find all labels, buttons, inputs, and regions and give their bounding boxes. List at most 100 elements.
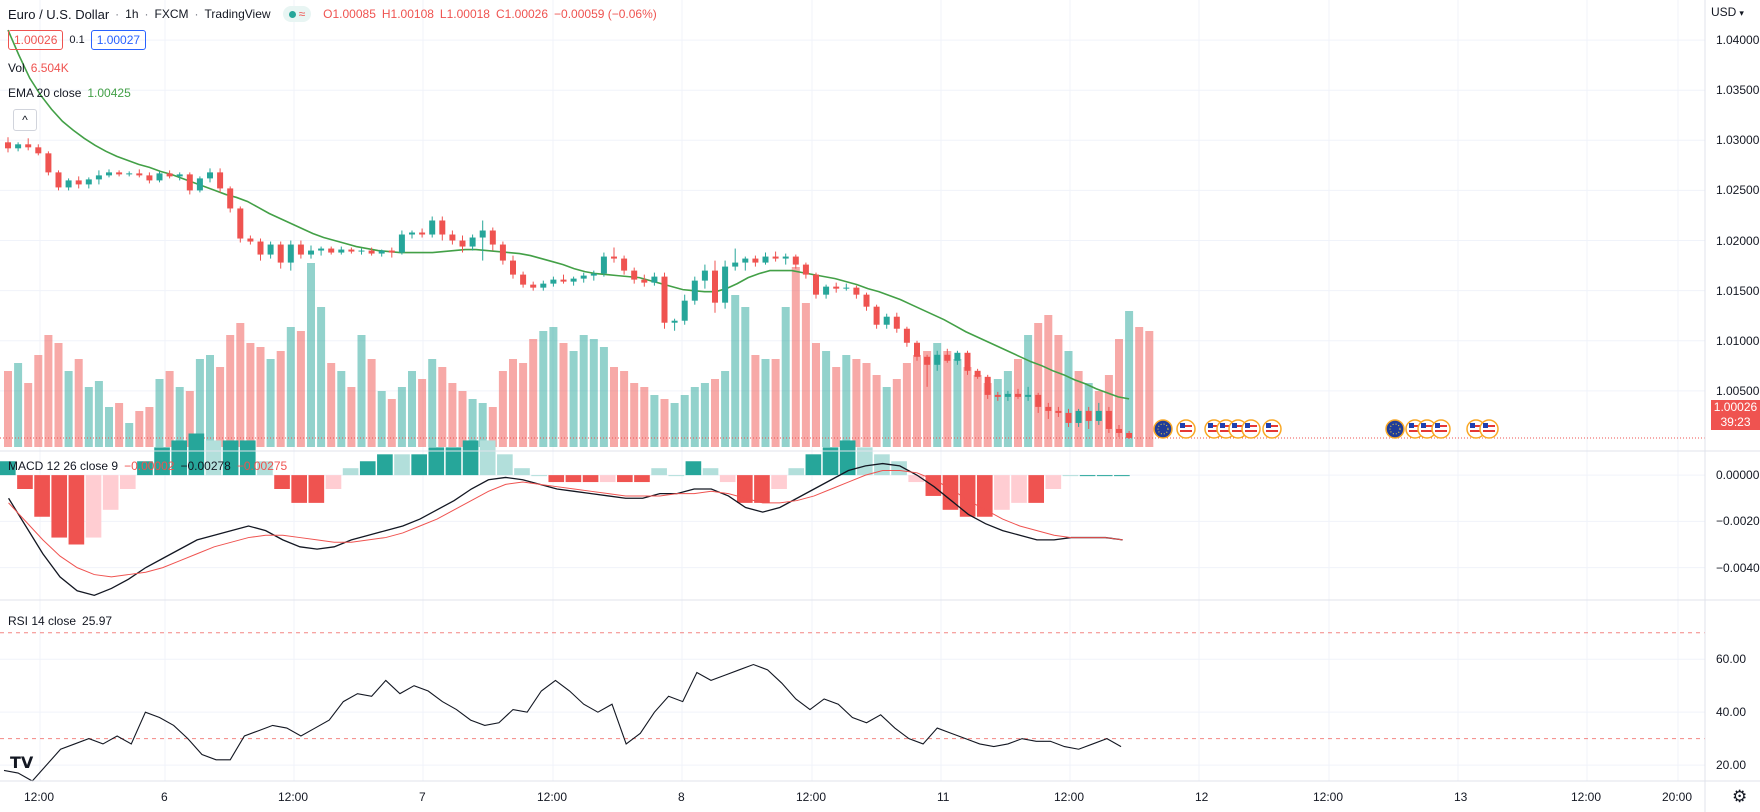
volume-bar xyxy=(660,399,669,447)
volume-bar xyxy=(236,323,245,447)
volume-bar xyxy=(832,367,841,447)
ema-legend[interactable]: EMA 20 close 1.00425 xyxy=(8,86,131,100)
volume-bar xyxy=(973,375,982,447)
volume-bar xyxy=(509,359,517,447)
price-tick-label: 1.04000 xyxy=(1716,33,1760,48)
volume-bar xyxy=(428,359,437,447)
volume-bar xyxy=(1054,335,1063,447)
currency-selector[interactable]: USD ▾ xyxy=(1711,5,1744,19)
grid xyxy=(0,0,1705,781)
macd-legend[interactable]: MACD 12 26 close 9 −0.00002 −0.00278 −0.… xyxy=(8,459,288,473)
time-tick-label: 13 xyxy=(1454,790,1468,804)
candle-body xyxy=(833,286,840,289)
macd-histogram-bar xyxy=(462,440,479,476)
candle-body xyxy=(782,256,789,259)
volume-bar xyxy=(700,383,709,447)
price-tick-label: 1.00500 xyxy=(1716,383,1760,398)
price-tick-label: 1.03000 xyxy=(1716,133,1760,148)
tradingview-logo[interactable]: TV xyxy=(10,753,34,772)
symbol-name[interactable]: Euro / U.S. Dollar xyxy=(8,6,110,22)
volume-bar xyxy=(397,387,406,447)
buy-button[interactable]: 1.00027 xyxy=(90,30,147,50)
candle-body xyxy=(116,172,123,175)
macd-histogram-bar xyxy=(651,468,667,476)
time-tick-label: 12:00 xyxy=(278,790,309,804)
price-tick-label: 1.02500 xyxy=(1716,183,1760,198)
volume-bar xyxy=(276,351,285,447)
sell-button[interactable]: 1.00026 xyxy=(8,30,64,50)
volume-bar xyxy=(337,371,346,447)
macd-histogram-bar xyxy=(908,475,925,483)
time-tick-label: 12:00 xyxy=(1313,790,1344,804)
data-provider: TradingView xyxy=(204,7,271,21)
rsi-tick-label: 60.00 xyxy=(1716,652,1747,667)
volume-bar xyxy=(801,303,810,447)
time-tick-label: 11 xyxy=(937,790,950,804)
macd-histogram-bar xyxy=(1079,475,1096,477)
settings-gear-icon[interactable]: ⚙ xyxy=(1732,787,1748,806)
volume-bar xyxy=(458,391,467,447)
volume-bar xyxy=(519,363,528,447)
macd-histogram-bar xyxy=(514,468,530,476)
candle-body xyxy=(5,142,11,149)
collapse-legend-button[interactable]: ^ xyxy=(13,109,37,131)
volume-bar xyxy=(953,359,962,447)
macd-histogram-bar xyxy=(839,440,856,476)
candle-body xyxy=(1055,410,1062,413)
volume-bar xyxy=(1034,323,1043,447)
candle-body xyxy=(388,250,395,253)
candle-body xyxy=(611,256,617,259)
volume-bar xyxy=(842,355,851,447)
macd-histogram-bar xyxy=(188,433,205,476)
macd-histogram-bar xyxy=(1096,475,1113,477)
market-status-icon[interactable]: ≈ xyxy=(282,6,312,22)
volume-bar xyxy=(14,363,23,447)
rsi-legend[interactable]: RSI 14 close 25.97 xyxy=(8,614,113,628)
candle-body xyxy=(1095,410,1102,421)
volume-bar xyxy=(983,383,992,447)
macd-hist-value: −0.00002 xyxy=(124,459,175,473)
symbol-header: Euro / U.S. Dollar · 1h · FXCM · Trading… xyxy=(8,6,657,22)
volume-bar xyxy=(620,371,629,447)
volume-bar xyxy=(933,343,942,447)
macd-value: −0.00278 xyxy=(180,459,231,473)
candle-body xyxy=(1085,410,1092,421)
candle-body xyxy=(55,172,62,188)
volume-bar xyxy=(721,371,730,447)
time-tick-label: 8 xyxy=(678,790,685,804)
ema-line xyxy=(7,29,1130,400)
volume-bar xyxy=(812,343,820,447)
candle-body xyxy=(419,232,426,235)
bar-countdown: 39:23 xyxy=(1720,415,1751,429)
candle-body xyxy=(924,356,931,365)
candle-body xyxy=(1015,393,1021,397)
volume-bar xyxy=(650,395,659,447)
candle-body xyxy=(631,270,638,280)
last-price: 1.00026 xyxy=(1713,400,1758,414)
macd-histogram-bar xyxy=(788,468,805,476)
rsi-pane xyxy=(0,632,1705,782)
candle-body xyxy=(510,260,516,275)
rsi-line xyxy=(3,663,1122,782)
volume-bar xyxy=(680,395,689,447)
volume-bar xyxy=(599,347,608,447)
candle-body xyxy=(1116,428,1122,433)
macd-histogram-bar xyxy=(736,475,753,503)
candle-body xyxy=(974,370,981,377)
macd-tick-label: −0.00200 xyxy=(1716,514,1760,529)
us-flag-icon xyxy=(1176,419,1196,439)
volume-legend[interactable]: Vol 6.504K xyxy=(8,61,69,75)
candle-body xyxy=(651,276,658,283)
volume-bar xyxy=(44,335,53,447)
candle-body xyxy=(671,320,678,323)
macd-histogram-bar xyxy=(17,475,33,489)
volume-bar xyxy=(488,407,497,447)
volume-bar xyxy=(498,371,507,447)
volume-bar xyxy=(781,307,790,447)
volume-bar xyxy=(741,307,750,447)
volume-bar xyxy=(892,379,901,447)
candle-body xyxy=(590,273,597,276)
candle-body xyxy=(267,244,274,255)
macd-histogram-bar xyxy=(771,475,787,489)
